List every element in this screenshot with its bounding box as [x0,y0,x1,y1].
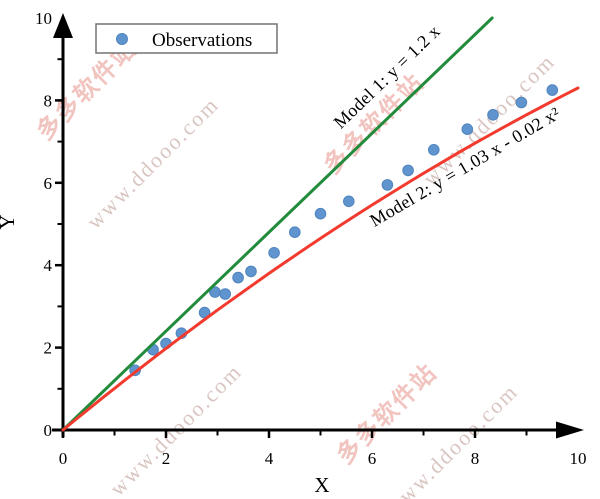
x-tick-label: 8 [471,449,480,468]
y-axis-title: Y [0,214,19,229]
y-tick-label: 2 [44,339,53,358]
x-tick-label: 10 [570,449,587,468]
model1-equation-label: Model 1: y = 1.2 x [330,21,444,132]
x-tick-label: 6 [368,449,377,468]
data-point [402,164,414,177]
axis-tick-labels: 0 2 4 6 8 10 0 2 4 6 8 10 [35,9,587,468]
data-point [343,195,355,208]
y-tick-label: 4 [44,256,53,275]
data-point [289,226,301,238]
legend: Observations [95,23,278,54]
model2-equation-label: Model 2: y = 1.03 x - 0.02 x² [366,103,563,230]
data-point [461,123,474,135]
data-point [268,247,280,259]
legend-marker-icon [116,33,128,45]
data-point [515,96,528,109]
data-point [428,144,440,156]
data-point [245,265,257,278]
x-axis-title: X [314,473,329,497]
series-layer [61,16,580,432]
legend-label: Observations [152,30,252,51]
y-axis-arrow-icon [53,13,73,38]
model2-curve [61,86,580,432]
y-tick-label: 10 [35,9,52,28]
y-tick-label: 8 [44,91,53,110]
data-point [219,288,231,300]
legend-box [95,23,278,54]
x-tick-label: 0 [59,449,68,468]
x-tick-label: 2 [162,449,171,468]
data-point [546,84,559,96]
data-point [314,207,327,220]
x-tick-label: 4 [265,449,274,468]
data-point [232,271,244,284]
data-point [381,179,394,191]
x-axis-arrow-icon [556,421,584,439]
axes: 0 2 4 6 8 10 0 2 4 6 8 10 [35,9,587,468]
y-tick-label: 6 [44,174,53,193]
y-tick-label: 0 [44,421,53,440]
axis-ticks [55,58,528,438]
model1-line [61,16,494,432]
data-point [487,109,499,121]
